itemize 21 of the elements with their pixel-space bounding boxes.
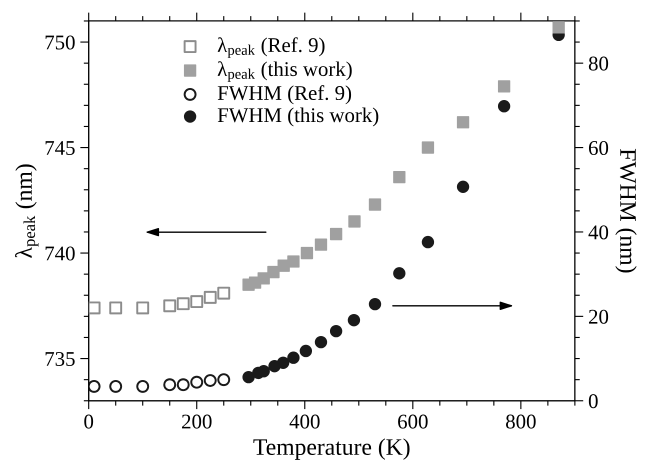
x-tick-label: 800 <box>506 414 536 429</box>
y2-tick-label: 80 <box>588 56 608 71</box>
x-tick-label: 200 <box>182 414 212 429</box>
y2-tick-label: 20 <box>588 310 608 324</box>
x-tick-label: 400 <box>290 414 320 429</box>
x-tick-label: 600 <box>398 414 428 429</box>
y2-tick-label: 40 <box>588 225 608 240</box>
y-tick-label: 735 <box>46 352 75 366</box>
y-axis-title: λ$_{peak}$ (nm) <box>15 164 38 258</box>
legend-label: FWHM (Ref. 9) <box>218 85 352 104</box>
x-axis-title: Temperature (K) <box>253 438 410 460</box>
y2-axis-title: FWHM (nm) <box>615 148 637 272</box>
legend-label: λ$_{peak}$ (Ref. 9) <box>218 37 325 58</box>
y-tick-label: 745 <box>46 141 75 155</box>
legend-label: λ$_{peak}$ (this work) <box>218 61 352 82</box>
y-tick-label: 750 <box>46 35 75 50</box>
legend-label: FWHM (this work) <box>218 108 378 126</box>
y2-tick-label: 0 <box>588 394 598 408</box>
x-tick-label: 0 <box>84 414 94 429</box>
y-tick-label: 740 <box>46 246 75 260</box>
y2-tick-label: 60 <box>588 140 608 155</box>
